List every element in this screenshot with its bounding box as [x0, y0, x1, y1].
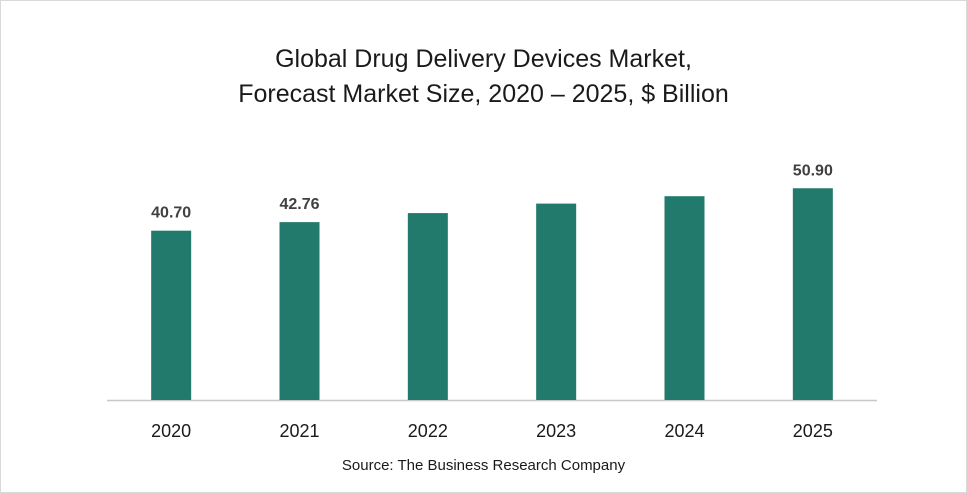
x-tick-label-2023: 2023	[536, 421, 576, 441]
x-tick-label-2020: 2020	[151, 421, 191, 441]
x-tick-label-2024: 2024	[664, 421, 704, 441]
chart-source: Source: The Business Research Company	[341, 457, 626, 474]
chart-title: Global Drug Delivery Devices Market,	[275, 45, 692, 73]
x-tick-label-2025: 2025	[793, 421, 833, 441]
bar-2020	[151, 230, 192, 400]
data-label-2020: 40.70	[151, 205, 191, 222]
data-label-2021: 42.76	[279, 196, 319, 213]
bar-2021	[279, 222, 320, 400]
bar-2025	[792, 188, 833, 400]
bar-2022	[407, 213, 448, 400]
chart-subtitle: Forecast Market Size, 2020 – 2025, $ Bil…	[238, 80, 729, 108]
bar-2024	[664, 196, 705, 400]
x-tick-label-2021: 2021	[279, 421, 319, 441]
x-tick-label-2022: 2022	[408, 421, 448, 441]
data-label-2025: 50.90	[793, 162, 833, 179]
bar-2023	[536, 203, 577, 400]
